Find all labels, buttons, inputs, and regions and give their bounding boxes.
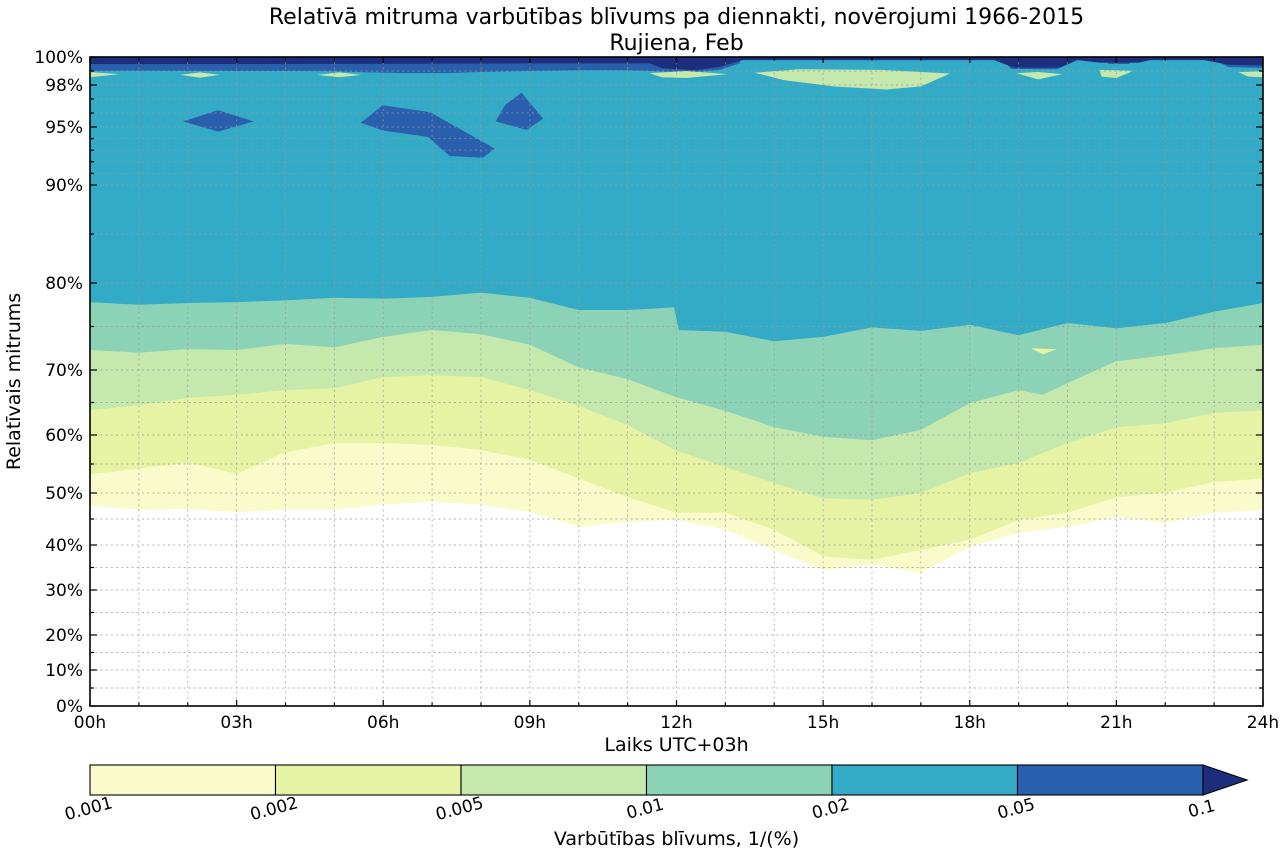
x-tick-label: 00h	[74, 713, 106, 733]
y-tick-label: 0%	[56, 697, 83, 717]
colorbar-tick-label: 0.005	[434, 793, 486, 825]
colorbar-segment-5	[1016, 764, 1204, 796]
colorbar-tick-label: 0.05	[995, 795, 1037, 824]
y-tick-label: 95%	[45, 118, 83, 138]
chart-subtitle: Rujiena, Feb	[609, 31, 743, 56]
colorbar-segment-2	[460, 764, 648, 796]
y-tick-label: 80%	[45, 274, 83, 294]
maximum-blob-95pct-2	[495, 92, 544, 130]
colorbar-tick-label: 0.001	[63, 793, 115, 825]
maximum-blob-95pct-0	[182, 110, 254, 132]
axis-ticks	[89, 56, 1264, 707]
colorbar-axis-label: Varbūtības blīvums, 1/(%)	[554, 828, 799, 850]
minimum-patch-99pct-7	[1238, 71, 1263, 78]
colorbar-segment-0	[89, 764, 277, 796]
minimum-patch-72pct	[1030, 348, 1057, 355]
minimum-patch-99pct-0	[90, 72, 120, 78]
y-tick-label: 20%	[45, 626, 83, 646]
colorbar-tick-label: 0.1	[1186, 796, 1217, 822]
minimum-patch-99pct-2	[317, 72, 362, 78]
colorbar-segment-3	[645, 764, 833, 796]
y-axis-label: Relatīvais mitrums	[3, 293, 25, 470]
y-tick-label: 60%	[45, 426, 83, 446]
y-tick-label: 70%	[45, 361, 83, 381]
colorbar-segment-4	[831, 764, 1019, 796]
x-tick-label: 18h	[954, 713, 986, 733]
y-tick-label: 30%	[45, 581, 83, 601]
chart-title: Relatīvā mitruma varbūtības blīvums pa d…	[269, 5, 1084, 30]
y-tick-label: 100%	[34, 48, 83, 68]
minimum-patch-99pct-5	[1016, 72, 1063, 80]
x-tick-label: 06h	[367, 713, 399, 733]
x-axis-label: Laiks UTC+03h	[604, 734, 748, 756]
minimum-patch-99pct-3	[649, 71, 728, 78]
minimum-patch-99pct-1	[180, 72, 220, 78]
y-tick-label: 98%	[45, 76, 83, 96]
y-tick-label: 40%	[45, 536, 83, 556]
colorbar-extend-arrow	[1202, 764, 1249, 796]
maximum-blob-95pct-1	[360, 105, 495, 158]
colorbar: 0.001 0.002 0.005 0.01 0.02 0.05 0.1 Varbūtības…	[63, 764, 1249, 850]
x-tick-label: 12h	[660, 713, 692, 733]
x-tick-label: 09h	[514, 713, 546, 733]
gridlines	[90, 57, 1263, 706]
x-tick-label: 21h	[1100, 713, 1132, 733]
y-tick-label: 90%	[45, 176, 83, 196]
x-tick-label: 03h	[220, 713, 252, 733]
y-tick-label: 10%	[45, 661, 83, 681]
x-tick-label: 15h	[807, 713, 839, 733]
colorbar-tick-label: 0.02	[810, 795, 852, 824]
colorbar-tick-label: 0.01	[624, 795, 666, 824]
y-tick-label: 50%	[45, 484, 83, 504]
colorbar-segment-1	[274, 764, 462, 796]
x-tick-label: 24h	[1247, 713, 1279, 733]
minimum-patch-99pct-4	[754, 69, 951, 90]
colorbar-tick-label: 0.002	[248, 793, 300, 825]
